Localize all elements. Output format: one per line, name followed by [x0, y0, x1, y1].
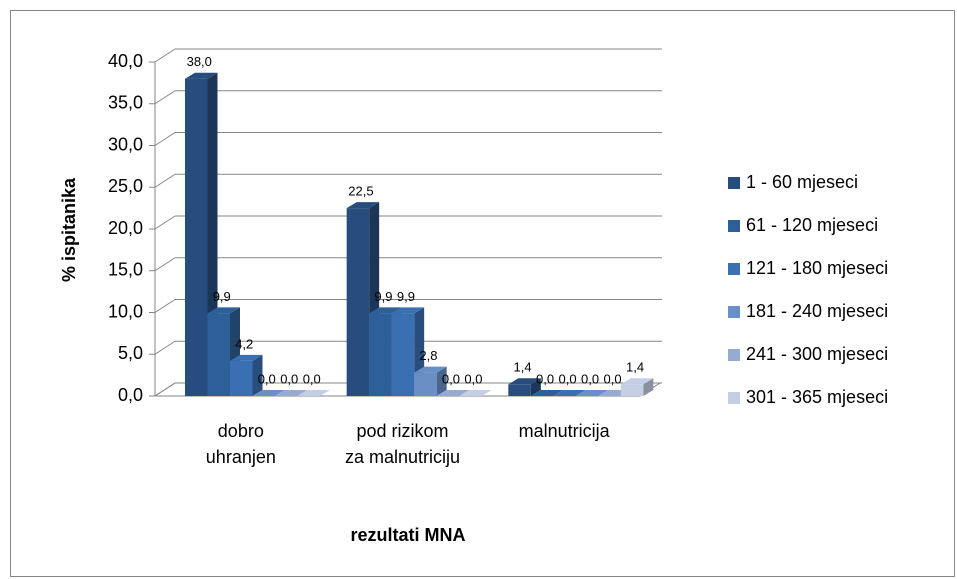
- bar-top: [207, 307, 240, 314]
- y-tick-label: 0,0: [118, 385, 143, 405]
- data-label: 4,2: [235, 336, 253, 351]
- bar-side: [643, 378, 654, 396]
- data-label: 0,0: [258, 371, 276, 386]
- bar-top: [346, 202, 380, 209]
- y-axis-title: % ispitanika: [59, 177, 79, 282]
- x-tick-label: dobro uhranjen: [205, 421, 276, 467]
- bar: [346, 208, 370, 396]
- bar-top: [414, 366, 447, 373]
- y-tick-label: 40,0: [108, 51, 143, 71]
- data-label: 38,0: [187, 54, 212, 69]
- legend-label: 61 - 120 mjeseci: [746, 215, 878, 235]
- chart-border: [10, 10, 955, 577]
- bar: [414, 372, 437, 396]
- data-label: 1,4: [626, 360, 644, 375]
- bar-top: [575, 390, 609, 396]
- x-tick-label: malnutricija: [518, 421, 610, 441]
- data-label: 0,0: [464, 371, 482, 386]
- bar: [369, 313, 392, 396]
- data-label: 2,8: [419, 348, 437, 363]
- bar-top: [275, 390, 308, 396]
- grid-line: [154, 299, 176, 313]
- legend-label: 241 - 300 mjeseci: [746, 344, 888, 364]
- data-label: 0,0: [581, 371, 599, 386]
- bar-top: [459, 390, 492, 396]
- bar-top: [391, 307, 425, 314]
- data-label: 9,9: [213, 289, 231, 304]
- bar: [508, 384, 531, 396]
- legend-swatch: [728, 349, 740, 361]
- y-tick-label: 25,0: [108, 176, 143, 196]
- bar-side: [252, 354, 263, 396]
- bar-top: [620, 378, 654, 385]
- bar-top: [230, 354, 263, 361]
- grid-line: [154, 132, 176, 146]
- y-tick-label: 15,0: [108, 260, 143, 280]
- grid-line: [154, 48, 176, 63]
- data-label: 0,0: [280, 371, 298, 386]
- bar-top: [508, 378, 541, 385]
- legend-swatch: [728, 392, 740, 404]
- bar: [207, 313, 230, 396]
- data-label: 0,0: [536, 371, 554, 386]
- y-tick-label: 10,0: [108, 301, 143, 321]
- bar: [391, 313, 415, 396]
- legend-swatch: [728, 220, 740, 232]
- grid-line: [154, 382, 176, 397]
- legend-label: 301 - 365 mjeseci: [746, 387, 888, 407]
- data-label: 0,0: [559, 371, 577, 386]
- legend-label: 1 - 60 mjeseci: [746, 172, 858, 192]
- data-label: 0,0: [442, 371, 460, 386]
- grid-line: [154, 215, 176, 230]
- bar: [185, 78, 208, 396]
- y-tick-label: 20,0: [108, 218, 143, 238]
- bar-top: [436, 390, 470, 396]
- data-label: 0,0: [604, 371, 622, 386]
- legend-label: 121 - 180 mjeseci: [746, 258, 888, 278]
- grid-line: [154, 173, 176, 188]
- legend-swatch: [728, 177, 740, 189]
- bar-top: [185, 72, 218, 79]
- y-tick-label: 30,0: [108, 134, 143, 154]
- legend-label: 181 - 240 mjeseci: [746, 301, 888, 321]
- bar-side: [436, 366, 447, 396]
- bar-top: [369, 307, 402, 314]
- bar-top: [553, 390, 586, 396]
- data-label: 9,9: [374, 289, 392, 304]
- bar: [230, 360, 253, 396]
- data-label: 1,4: [514, 360, 532, 375]
- bar-top: [252, 390, 285, 396]
- grid-line: [154, 90, 176, 105]
- x-tick-label: pod rizikom za malnutriciju: [344, 421, 461, 467]
- grid-line: [154, 257, 176, 272]
- x-axis-title: rezultati MNA: [350, 525, 465, 545]
- bar-top: [297, 390, 330, 396]
- data-label: 0,0: [303, 371, 321, 386]
- bar-top: [530, 390, 564, 396]
- bar-side: [530, 378, 541, 396]
- data-label: 9,9: [397, 289, 415, 304]
- grid-line: [154, 340, 176, 355]
- bar: [620, 384, 644, 396]
- legend-swatch: [728, 306, 740, 318]
- y-tick-label: 35,0: [108, 93, 143, 113]
- data-label: 22,5: [348, 184, 373, 199]
- legend-swatch: [728, 263, 740, 275]
- y-tick-label: 5,0: [118, 343, 143, 363]
